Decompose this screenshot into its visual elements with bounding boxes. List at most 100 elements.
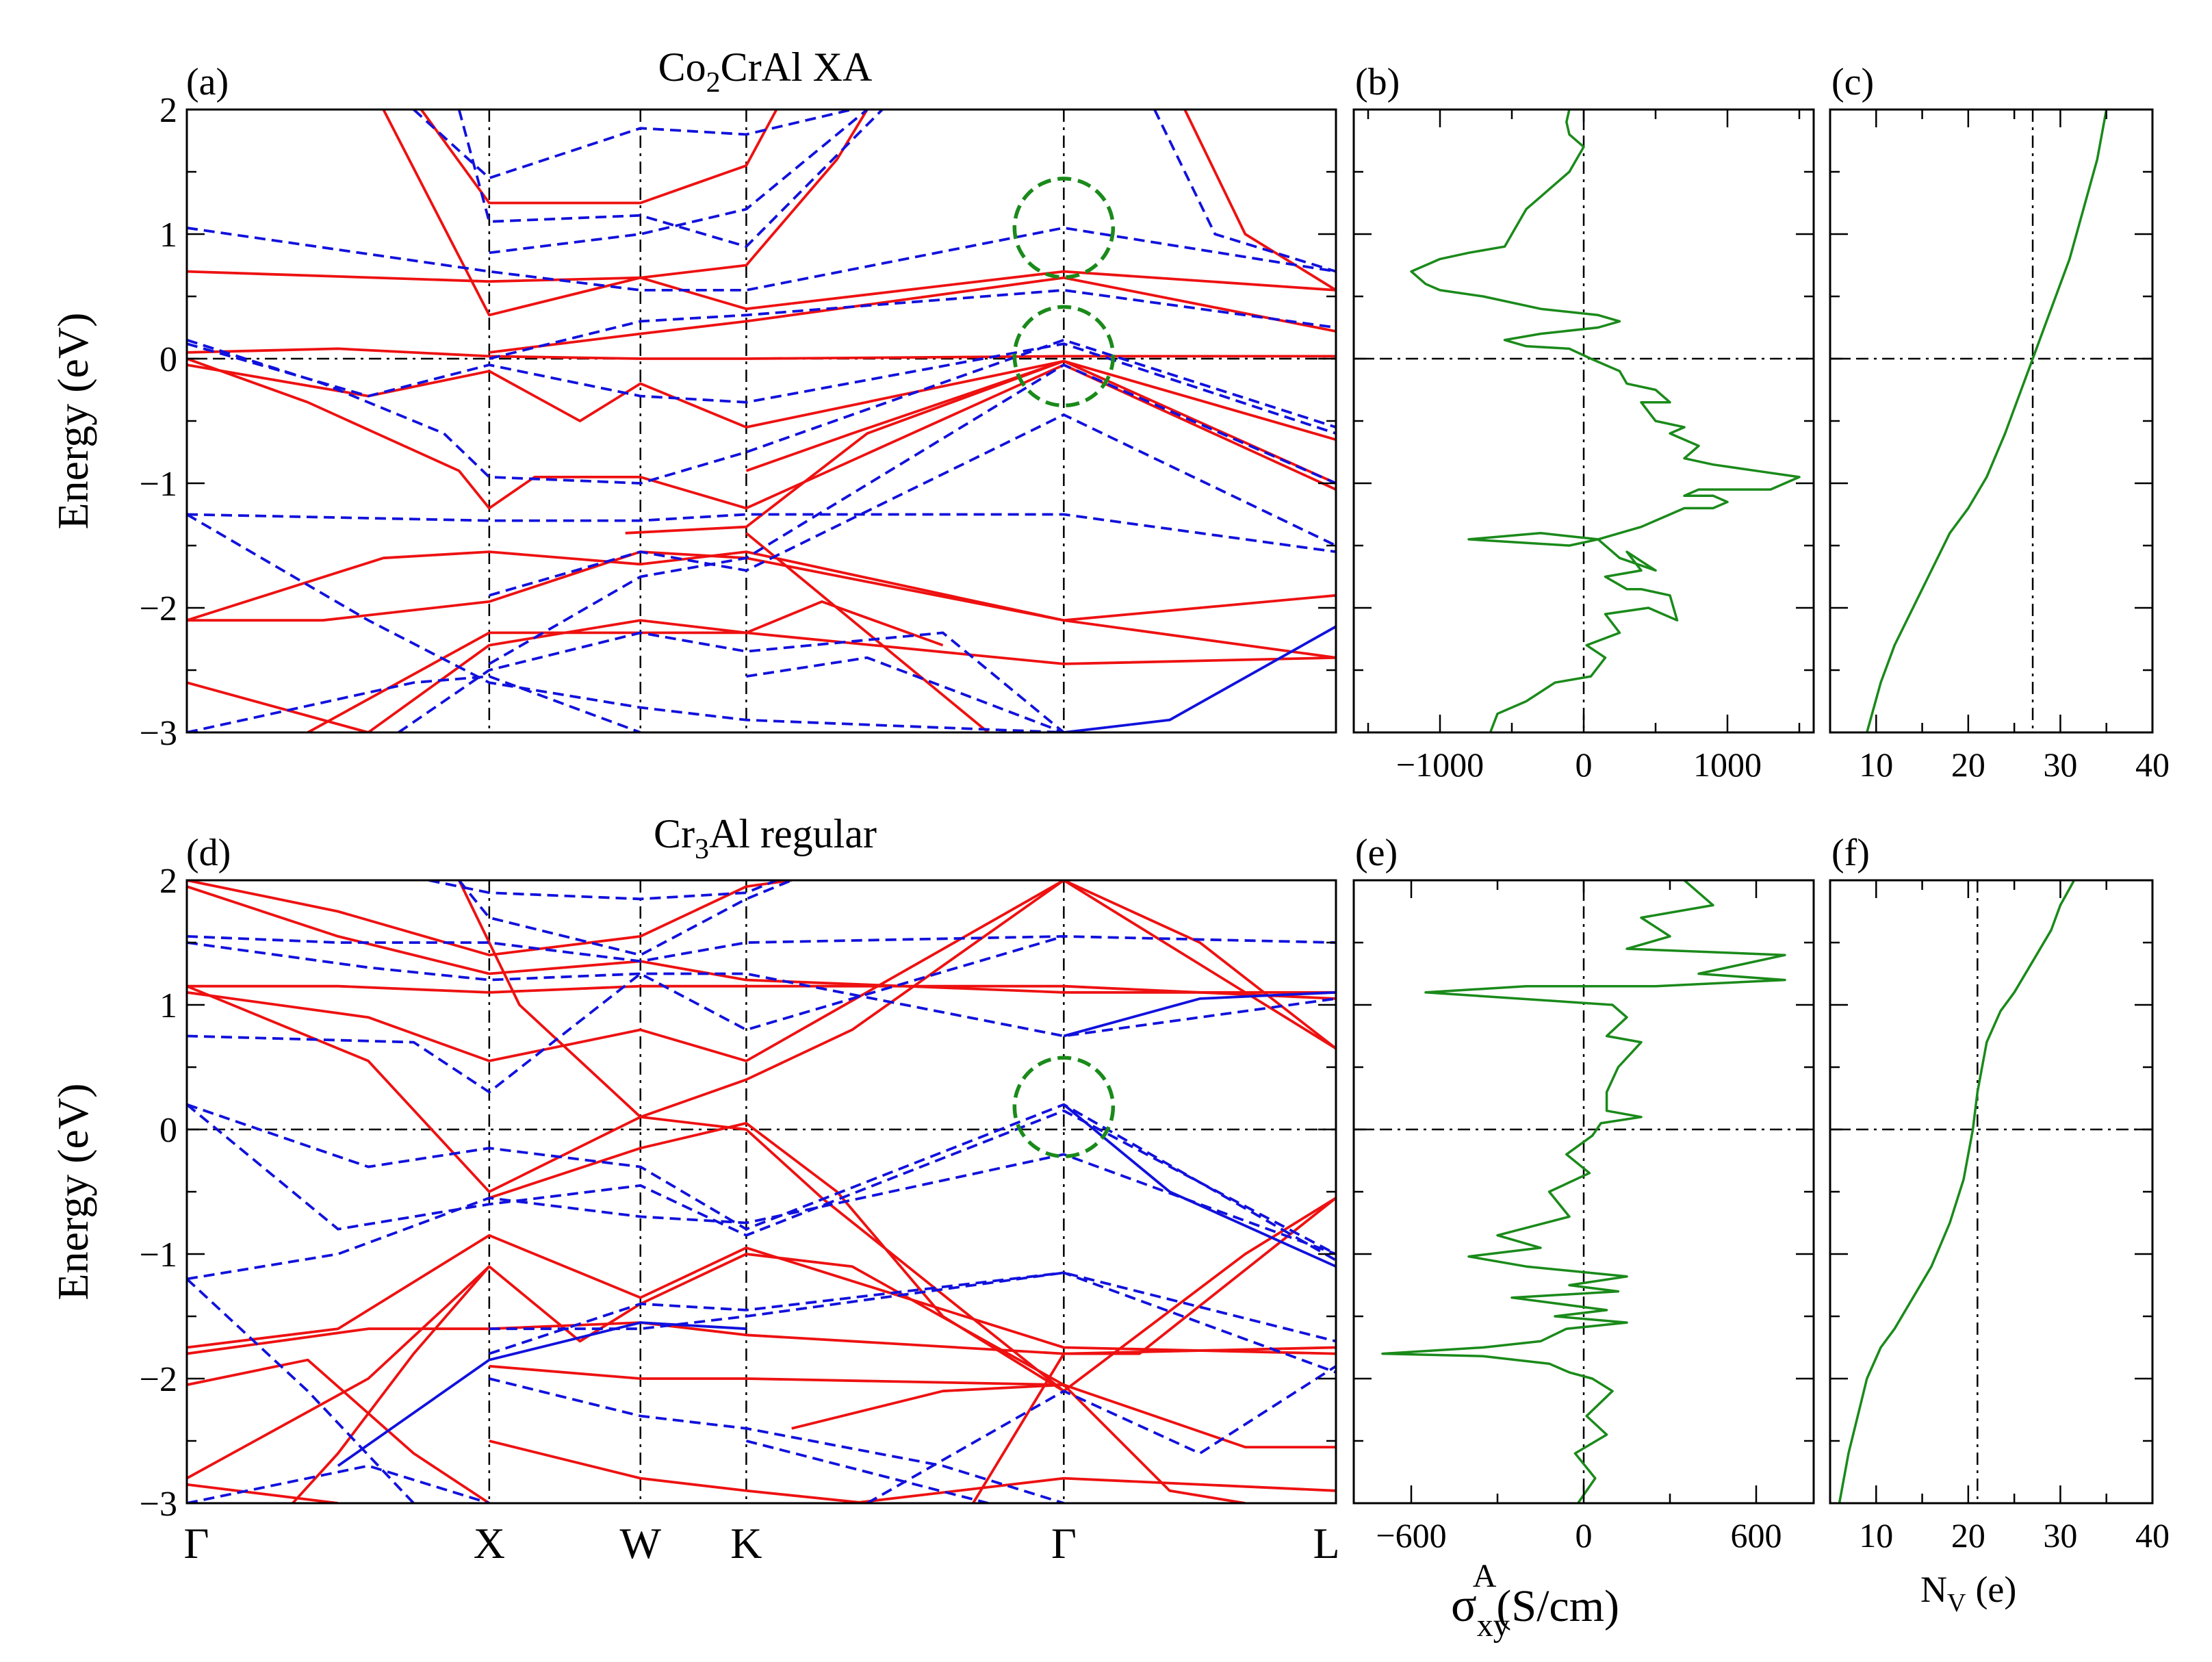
title-main: Co — [658, 44, 706, 90]
panel-title: Cr3Al regular — [654, 811, 877, 865]
x-axis-label-unit: (e) — [1975, 1569, 2016, 1610]
spin-down-band-30 — [187, 1464, 490, 1503]
title-rest: Al regular — [709, 811, 877, 856]
x-tick-label: 10 — [1859, 745, 1893, 784]
x-axis-label-unit: (S/cm) — [1496, 1581, 1619, 1631]
spin-down-band-31 — [1153, 110, 1336, 273]
spin-up-band-9 — [307, 631, 1336, 732]
spin-up-band-2 — [187, 357, 1336, 510]
spin-down-band-26 — [488, 363, 1336, 665]
panel-f: 10 20 30 40 (f) NV (e) — [1829, 832, 2170, 1618]
spin-down-band-21 — [187, 935, 1336, 963]
spin-up-band-17 — [972, 1197, 1336, 1503]
spin-down-band-35 — [866, 1365, 1336, 1503]
spin-down-band-26 — [187, 1103, 1336, 1262]
spin-up-band-15 — [1183, 110, 1336, 292]
spin-up-band-5 — [457, 880, 1336, 1393]
x-axis-label: NV (e) — [1920, 1569, 2016, 1618]
bands — [187, 110, 1336, 732]
panel-e: −600 0 600 (e) σxy A(S/cm) — [1352, 832, 1815, 1644]
spin-up-band-13 — [625, 359, 1064, 535]
spin-down-band-22 — [187, 941, 1336, 1038]
spin-up-band-3 — [187, 880, 1336, 1062]
x-tick-label: 30 — [2043, 745, 2077, 784]
title-main: Cr — [654, 811, 695, 856]
spin-down-band-23 — [187, 935, 1064, 1094]
spin-down-band-21 — [457, 110, 884, 248]
spin-up-band-12 — [745, 359, 1336, 472]
k-point-label: W — [620, 1519, 662, 1568]
spin-down-band-20 — [413, 110, 853, 179]
spin-up-band-1 — [187, 347, 1336, 360]
panel-label: (a) — [186, 61, 229, 103]
spin-up-band-blue-20 — [337, 1321, 747, 1467]
x-tick-label: 1000 — [1693, 745, 1762, 784]
spin-down-band-30 — [746, 656, 1064, 732]
spin-up-band-10 — [367, 600, 944, 732]
panel-b: −1000 0 1000 (b) — [1352, 61, 1815, 784]
x-axis-label-subscript: V — [1947, 1589, 1966, 1618]
spin-down-band-32 — [489, 1271, 1336, 1374]
spin-up-band-0 — [187, 880, 792, 957]
plot-frame — [185, 879, 1337, 1505]
spin-down-band-29 — [187, 675, 641, 732]
spin-down-band-29 — [187, 1278, 415, 1503]
spin-up-band-14 — [489, 1440, 868, 1503]
k-point-label: K — [730, 1519, 762, 1568]
y-tick-label: −1 — [140, 1236, 177, 1275]
y-axis-label: Energy (eV) — [49, 1084, 97, 1301]
x-axis-label: σxy A(S/cm) — [1451, 1558, 1619, 1644]
spin-down-band-33 — [489, 1377, 1064, 1503]
bands — [187, 880, 1336, 1503]
y-tick-label: −3 — [140, 1485, 177, 1524]
k-point-label: Γ — [1051, 1519, 1077, 1568]
spin-up-band-11 — [187, 681, 369, 732]
y-tick-label: 0 — [159, 1111, 177, 1150]
x-axis-label-symbol: N — [1920, 1569, 1947, 1610]
spin-up-band-6 — [489, 276, 1336, 354]
spin-down-band-28 — [398, 631, 1065, 732]
spin-down-band-27 — [489, 413, 1336, 597]
spin-down-band-17 — [187, 227, 1336, 292]
spin-up-band-16 — [851, 1476, 1336, 1503]
plot-frame — [185, 108, 1337, 734]
spin-up-band-13 — [187, 1483, 339, 1503]
spin-up-band-blue-19 — [1063, 1103, 1336, 1268]
x-tick-label: 0 — [1576, 745, 1593, 784]
highlight-circle — [1012, 177, 1116, 279]
data-curve — [1381, 880, 1786, 1503]
x-tick-label: 600 — [1731, 1516, 1782, 1555]
spin-down-band-24 — [187, 513, 1336, 553]
x-tick-label: −600 — [1376, 1516, 1446, 1555]
x-tick-label: 0 — [1576, 1516, 1593, 1555]
x-tick-label: 20 — [1951, 1516, 1985, 1555]
data-curve — [1866, 110, 2108, 732]
spin-up-band-7 — [187, 1233, 1336, 1355]
x-tick-label: 30 — [2043, 1516, 2077, 1555]
panel-label: (f) — [1831, 832, 1870, 874]
y-tick-label: −3 — [140, 714, 177, 753]
spin-up-band-blue-16 — [1064, 625, 1336, 732]
k-point-label: X — [474, 1519, 505, 1568]
highlight-circle — [1012, 305, 1116, 408]
spin-up-band-blue-18 — [1063, 990, 1336, 1038]
x-axis-label-symbol: σ — [1451, 1579, 1477, 1632]
title-rest: CrAl XA — [721, 44, 873, 90]
data-curve — [1410, 110, 1801, 732]
spin-up-band-2 — [187, 984, 1336, 1000]
spin-down-band-28 — [187, 1153, 1336, 1281]
panel-c: 10 20 30 40 (c) — [1829, 61, 2170, 784]
spin-up-band-12 — [489, 1364, 1064, 1386]
y-axis-label: Energy (eV) — [49, 313, 97, 530]
y-tick-label: −2 — [140, 1360, 177, 1399]
spin-down-band-27 — [187, 1103, 1336, 1255]
y-tick-label: 2 — [159, 91, 177, 130]
y-tick-label: −2 — [140, 589, 177, 628]
spin-up-band-10 — [187, 1253, 1246, 1503]
spin-up-band-11 — [292, 1265, 491, 1503]
x-axis-label-subscript: xy — [1477, 1607, 1510, 1644]
spin-up-band-0 — [187, 270, 1336, 311]
